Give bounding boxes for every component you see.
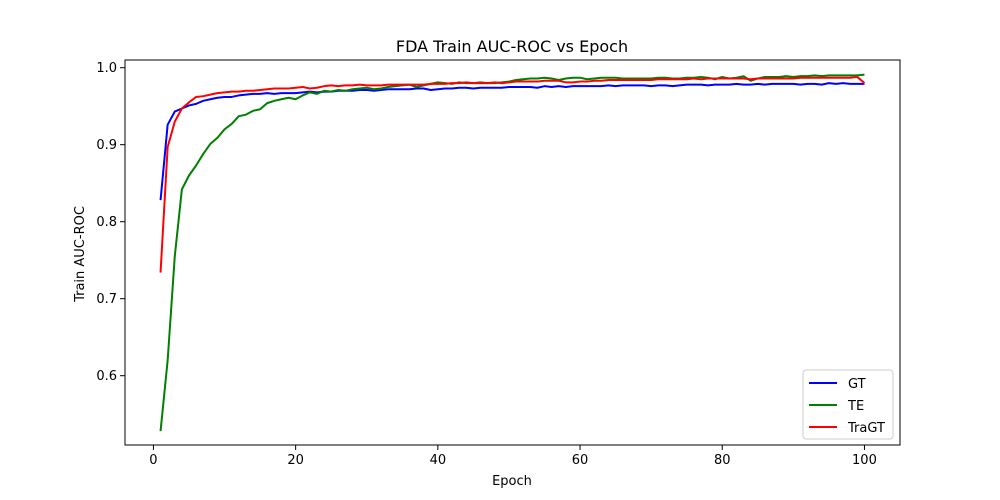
x-tick-label: 40 [430,453,447,468]
y-axis-label: Train AUC-ROC [73,206,88,303]
x-axis-label: Epoch [492,474,532,489]
y-tick-label: 1.0 [96,61,117,76]
x-tick-label: 20 [287,453,304,468]
plot-frame [124,59,901,446]
y-tick-label: 0.6 [96,369,117,384]
x-tick-label: 60 [572,453,589,468]
plot-area [124,59,901,446]
x-tick-label: 0 [149,453,157,468]
series-line-te [159,73,865,432]
y-tick-label: 0.9 [96,138,117,153]
y-axis: 0.6 0.7 0.8 0.9 1.0 [96,61,125,384]
legend-label-te: TE [847,399,864,414]
legend: GT TE TraGT [802,369,894,440]
x-tick-label: 100 [852,453,877,468]
series-line-tragt [159,75,866,273]
y-tick-label: 0.8 [96,215,117,230]
chart-title: FDA Train AUC-ROC vs Epoch [396,37,628,56]
y-tick-label: 0.7 [96,292,117,307]
x-axis: 0 20 40 60 80 100 [149,445,877,468]
legend-label-tragt: TraGT [847,421,885,436]
legend-label-gt: GT [848,377,866,392]
x-tick-label: 80 [714,453,731,468]
legend-box [802,369,894,440]
series-line-gt [159,82,865,201]
